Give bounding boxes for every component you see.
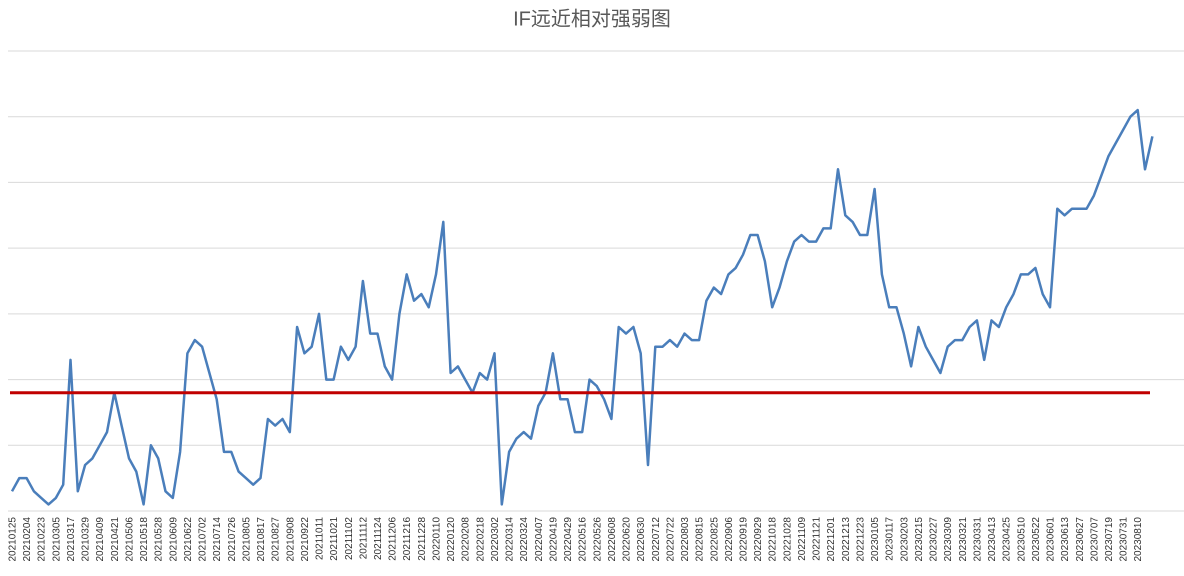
- x-tick-label: 20211228: [417, 517, 428, 561]
- x-tick-label: 20211112: [358, 517, 369, 560]
- x-tick-label: 20230413: [987, 517, 998, 562]
- x-tick-label: 20220722: [665, 517, 676, 562]
- x-tick-label: 20210125: [8, 517, 19, 562]
- x-tick-label: 20210702: [198, 517, 209, 562]
- x-tick-label: 20230601: [1046, 517, 1057, 562]
- x-tick-label: 20230613: [1060, 517, 1071, 562]
- x-tick-label: 20210908: [285, 517, 296, 562]
- x-tick-label: 20210518: [139, 517, 150, 562]
- x-tick-label: 20220608: [607, 517, 618, 562]
- chart-title: IF远近相对强弱图: [513, 7, 671, 30]
- x-tick-label: 20210204: [22, 517, 33, 562]
- x-tick-label: 20230309: [943, 517, 954, 562]
- x-tick-label: 20230731: [1119, 517, 1130, 562]
- x-tick-label: 20210622: [183, 517, 194, 562]
- x-tick-label: 20220929: [753, 517, 764, 562]
- x-tick-label: 20211102: [344, 517, 355, 560]
- x-tick-label: 20210305: [51, 517, 62, 562]
- x-tick-label: 20220407: [534, 517, 545, 562]
- x-tick-label: 20220620: [622, 517, 633, 562]
- x-tick-label: 20210805: [241, 517, 252, 562]
- x-tick-label: 20220324: [519, 517, 530, 562]
- x-tick-label: 20230719: [1104, 517, 1115, 562]
- x-tick-label: 20220302: [490, 517, 501, 562]
- x-tick-label: 20221028: [782, 517, 793, 562]
- x-tick-label: 20210827: [271, 517, 282, 562]
- x-tick-label: 20211206: [388, 517, 399, 561]
- x-tick-label: 20210223: [37, 517, 48, 562]
- x-tick-label: 20230627: [1075, 517, 1086, 562]
- x-tick-label: 20210409: [95, 517, 106, 562]
- x-tick-label: 20220218: [475, 517, 486, 562]
- x-tick-label: 20220919: [739, 517, 750, 562]
- x-tick-label: 20211216: [402, 517, 413, 561]
- x-tick-label: 20210609: [168, 517, 179, 562]
- x-tick-label: 20230203: [899, 517, 910, 562]
- x-tick-label: 20211021: [329, 517, 340, 561]
- x-tick-label: 20210317: [66, 517, 77, 562]
- x-tick-label: 20220429: [563, 517, 574, 562]
- x-tick-label: 20220825: [709, 517, 720, 562]
- x-tick-label: 20230522: [1031, 517, 1042, 562]
- x-tick-label: 20220314: [505, 517, 516, 562]
- x-tick-label: 20230810: [1133, 517, 1144, 562]
- x-tick-label: 20230215: [914, 517, 925, 562]
- x-tick-label: 20230227: [929, 517, 940, 562]
- x-tick-label: 20210528: [154, 517, 165, 562]
- x-tick-label: 20210922: [300, 517, 311, 562]
- x-tick-label: 20210817: [256, 517, 267, 562]
- x-tick-label: 20210714: [212, 517, 223, 562]
- x-tick-label: 20220120: [446, 517, 457, 562]
- x-tick-label: 20221223: [855, 517, 866, 562]
- x-tick-label: 20230117: [885, 517, 896, 561]
- x-tick-label: 20221109: [797, 517, 808, 561]
- x-tick-label: 20230321: [958, 517, 969, 562]
- x-tick-label: 20221213: [841, 517, 852, 562]
- x-tick-label: 20220110: [431, 517, 442, 561]
- x-tick-label: 20220419: [548, 517, 559, 562]
- x-tick-label: 20220815: [695, 517, 706, 562]
- x-tick-label: 20220906: [724, 517, 735, 562]
- data-line: [10, 108, 1154, 506]
- x-tick-label: 20230510: [1016, 517, 1027, 562]
- x-tick-label: 20221201: [826, 517, 837, 562]
- x-tick-label: 20210421: [110, 517, 121, 562]
- x-tick-label: 20230105: [870, 517, 881, 562]
- x-tick-label: 20220712: [651, 517, 662, 562]
- x-tick-label: 20220630: [636, 517, 647, 562]
- x-tick-label: 20220208: [461, 517, 472, 562]
- x-tick-label: 20230425: [1002, 517, 1013, 562]
- x-tick-label: 20210506: [124, 517, 135, 562]
- x-tick-label: 20210726: [227, 517, 238, 562]
- x-tick-label: 20210329: [81, 517, 92, 562]
- x-tick-label: 20220526: [592, 517, 603, 562]
- x-tick-label: 20230331: [972, 517, 983, 562]
- x-tick-label: 20221121: [812, 517, 823, 561]
- x-tick-label: 20220803: [680, 517, 691, 562]
- x-tick-label: 20211011: [315, 517, 326, 560]
- x-tick-label: 20220516: [578, 517, 589, 562]
- x-tick-label: 20230707: [1089, 517, 1100, 562]
- x-tick-label: 20211124: [373, 517, 384, 560]
- x-tick-label: 20221018: [768, 517, 779, 562]
